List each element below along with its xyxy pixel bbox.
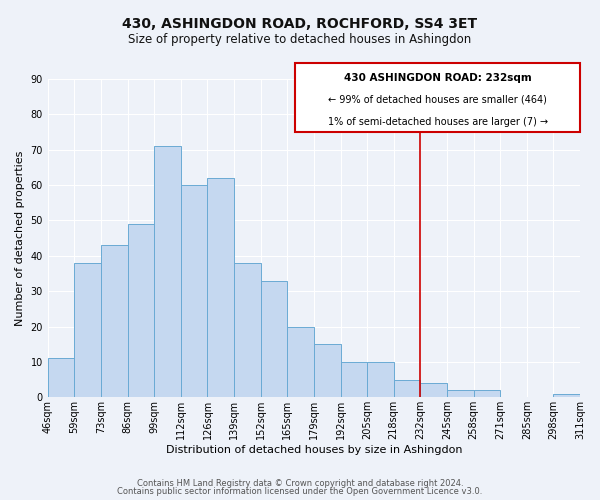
Text: Contains HM Land Registry data © Crown copyright and database right 2024.: Contains HM Land Registry data © Crown c…	[137, 478, 463, 488]
Bar	[74, 263, 101, 398]
Bar	[367, 362, 394, 398]
Bar	[314, 344, 341, 398]
Bar	[154, 146, 181, 398]
Text: ← 99% of detached houses are smaller (464): ← 99% of detached houses are smaller (46…	[328, 95, 547, 105]
Bar	[341, 362, 367, 398]
Bar	[421, 383, 447, 398]
Text: 430 ASHINGDON ROAD: 232sqm: 430 ASHINGDON ROAD: 232sqm	[344, 72, 532, 83]
Text: 1% of semi-detached houses are larger (7) →: 1% of semi-detached houses are larger (7…	[328, 117, 548, 127]
Bar	[287, 326, 314, 398]
X-axis label: Distribution of detached houses by size in Ashingdon: Distribution of detached houses by size …	[166, 445, 462, 455]
Bar	[394, 380, 421, 398]
Bar	[447, 390, 473, 398]
Bar	[128, 224, 154, 398]
Bar	[208, 178, 234, 398]
Bar	[181, 185, 208, 398]
FancyBboxPatch shape	[295, 63, 580, 132]
Text: 430, ASHINGDON ROAD, ROCHFORD, SS4 3ET: 430, ASHINGDON ROAD, ROCHFORD, SS4 3ET	[122, 18, 478, 32]
Y-axis label: Number of detached properties: Number of detached properties	[15, 150, 25, 326]
Bar	[48, 358, 74, 398]
Bar	[260, 280, 287, 398]
Text: Size of property relative to detached houses in Ashingdon: Size of property relative to detached ho…	[128, 32, 472, 46]
Bar	[473, 390, 500, 398]
Bar	[101, 245, 128, 398]
Text: Contains public sector information licensed under the Open Government Licence v3: Contains public sector information licen…	[118, 487, 482, 496]
Bar	[553, 394, 580, 398]
Bar	[234, 263, 260, 398]
